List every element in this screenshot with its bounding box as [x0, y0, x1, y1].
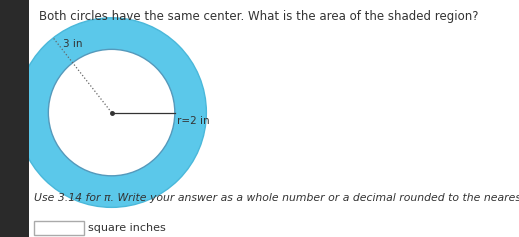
Circle shape [17, 18, 207, 207]
Text: Both circles have the same center. What is the area of the shaded region?: Both circles have the same center. What … [38, 10, 478, 23]
Bar [34, 221, 84, 235]
Text: Use 3.14 for π. Write your answer as a whole number or a decimal rounded to the : Use 3.14 for π. Write your answer as a w… [34, 193, 519, 203]
Text: r=2 in: r=2 in [177, 116, 210, 126]
Text: 3 in: 3 in [63, 39, 83, 49]
Bar [0, 0, 29, 237]
Circle shape [48, 49, 175, 176]
Text: square inches: square inches [88, 223, 165, 233]
